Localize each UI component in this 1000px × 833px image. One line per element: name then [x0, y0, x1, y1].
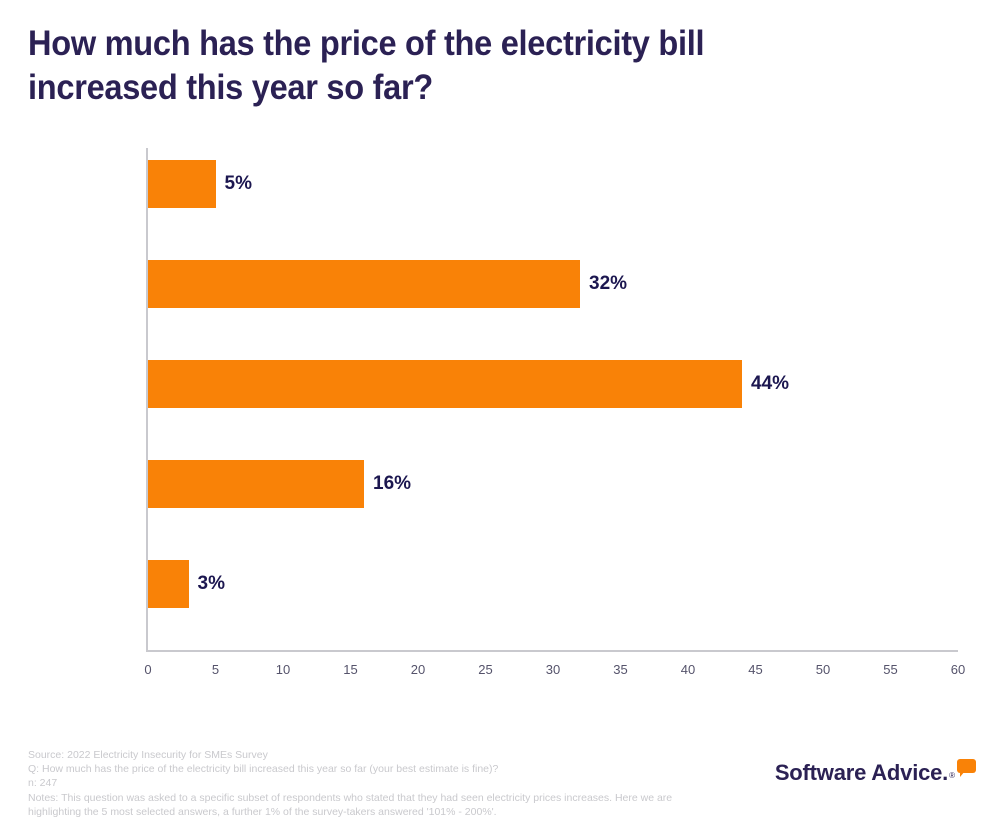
bar-row: 11% - 20%44% — [148, 360, 958, 408]
bar-value-label: 5% — [224, 173, 252, 194]
y-axis-line — [146, 148, 148, 650]
bar — [148, 360, 742, 408]
footer-sample-size: n: 247 — [28, 777, 58, 790]
x-axis-tick-label: 50 — [815, 662, 831, 677]
bar-value-label: 44% — [751, 373, 790, 394]
x-axis-tick-label: 60 — [950, 662, 966, 677]
bar — [148, 460, 364, 508]
footer-source: Source: 2022 Electricity Insecurity for … — [28, 749, 268, 761]
bar-chart: Less than 5%5% 5% - 10%32% 11% - 20%44% 21%… — [0, 130, 1000, 690]
x-axis-tick-label: 15 — [343, 662, 358, 677]
software-advice-logo: Software Advice. ® — [774, 759, 976, 785]
footer-question: Q: How much has the price of the electri… — [28, 763, 499, 776]
x-axis-tick-label: 25 — [478, 662, 493, 677]
bar-value-label: 16% — [373, 473, 412, 494]
logo-text: Software Advice. — [774, 760, 949, 785]
bar — [148, 260, 580, 308]
x-axis-tick-label: 10 — [275, 662, 291, 677]
bar-row: 5% - 10%32% — [148, 260, 958, 308]
bar — [148, 560, 189, 608]
x-axis-tick-label: 35 — [613, 662, 628, 677]
title-block: How much has the price of the electricit… — [28, 22, 928, 110]
bar-value-label: 3% — [197, 573, 225, 594]
x-axis-tick-label: 30 — [545, 662, 561, 677]
plot-area: Less than 5%5% 5% - 10%32% 11% - 20%44% 21%… — [144, 148, 965, 677]
speech-bubble-icon — [957, 759, 976, 777]
x-axis-tick-label: 20 — [410, 662, 426, 677]
x-axis-line — [146, 650, 958, 652]
footer-notes: Source: 2022 Electricity Insecurity for … — [28, 748, 728, 819]
bar-row: 21% - 50%16% — [148, 460, 958, 508]
registered-mark: ® — [949, 771, 955, 780]
x-axis-tick-label: 5 — [211, 662, 220, 677]
bar-value-label: 32% — [589, 273, 628, 294]
page-title: How much has the price of the electricit… — [28, 24, 705, 108]
x-axis-tick-label: 45 — [748, 662, 763, 677]
x-axis-tick-label: 55 — [883, 662, 898, 677]
bar-row: 51% - 100%3% — [148, 560, 958, 608]
x-axis-tick-label: 0 — [144, 662, 152, 677]
bar — [148, 160, 216, 208]
footer-notes-text: Notes: This question was asked to a spec… — [28, 791, 676, 818]
bar-row: Less than 5%5% — [148, 160, 958, 208]
x-axis-tick-label: 40 — [680, 662, 696, 677]
